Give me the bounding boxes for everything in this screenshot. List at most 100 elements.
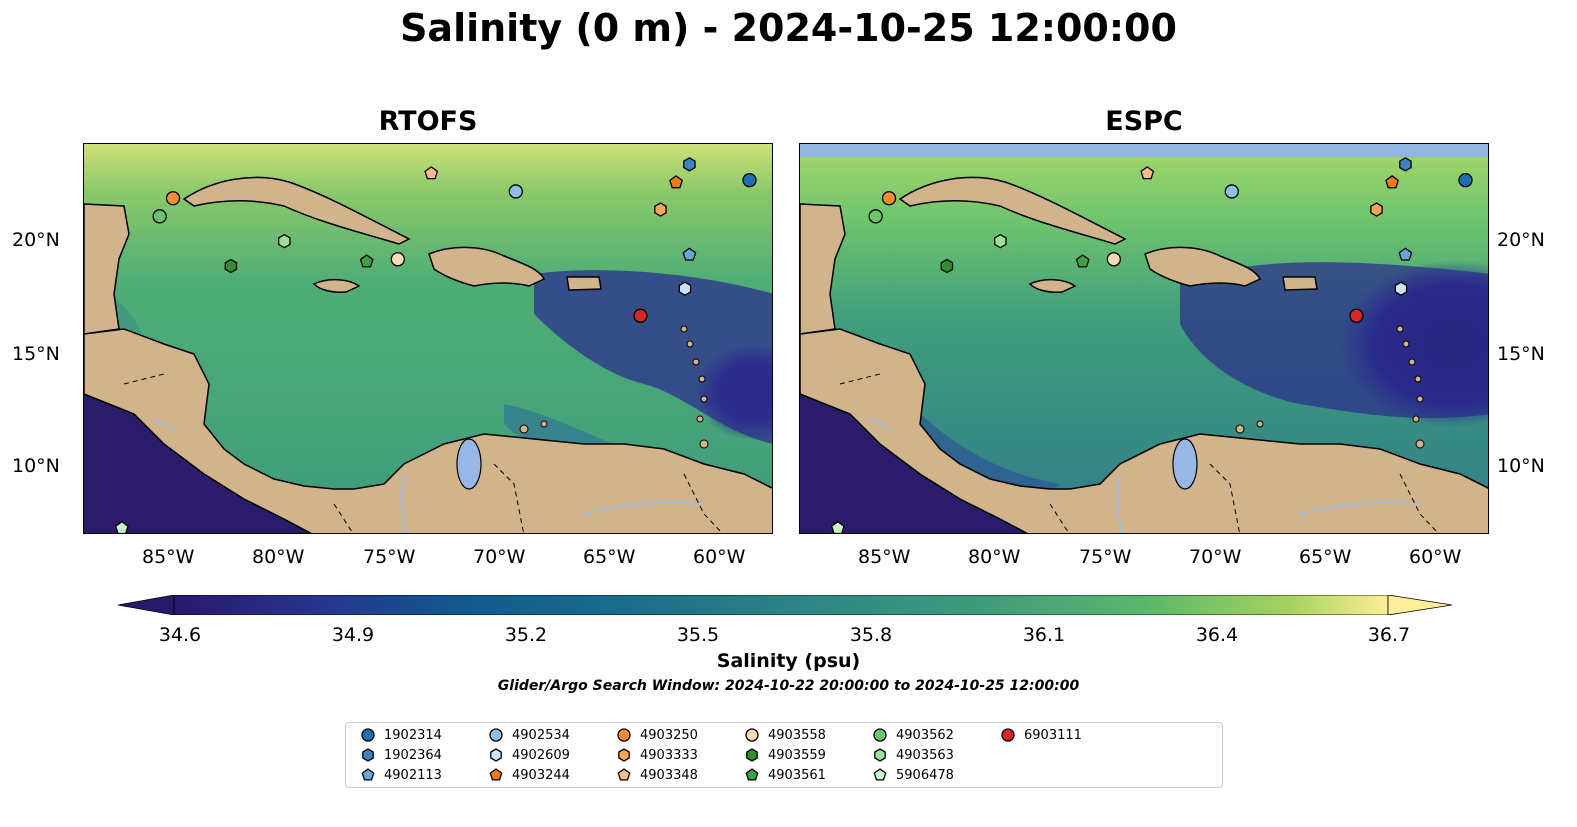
observation-marker-4903558-rtofs[interactable] [390, 252, 405, 267]
pentagon-marker-icon [617, 768, 631, 781]
observation-marker-1902364-espc[interactable] [1399, 157, 1412, 172]
legend-label: 4903558 [768, 727, 826, 743]
observation-marker-4903348-espc[interactable] [1140, 166, 1155, 180]
observation-marker-1902364-rtofs[interactable] [683, 157, 696, 172]
lat-label-left-15n: 15°N [12, 343, 60, 365]
observation-marker-4902534-espc[interactable] [1224, 184, 1239, 199]
map-espc[interactable] [799, 143, 1489, 534]
hexagon-marker-icon [618, 748, 630, 762]
circle-marker-icon [1001, 728, 1015, 742]
observation-marker-4903563-rtofs[interactable] [278, 233, 291, 249]
legend-item-4903558: 4903558 [744, 727, 826, 743]
pentagon-marker-icon [489, 768, 503, 781]
pentagon-marker-icon [873, 768, 887, 781]
legend: 1902314 1902364 4902113 4902534 4902609 49032… [345, 722, 1223, 788]
legend-item-4903559: 4903559 [744, 747, 826, 763]
lat-label-right-15n: 15°N [1497, 343, 1545, 365]
circle-marker-icon [489, 728, 503, 742]
observation-marker-4903561-rtofs[interactable] [359, 254, 374, 268]
colorbar [117, 594, 1453, 619]
lon-label-left-65w: 65°W [583, 546, 636, 568]
colorbar-tick-34-6: 34.6 [158, 624, 202, 646]
colorbar-title: Salinity (psu) [716, 650, 861, 672]
hexagon-marker-icon [362, 748, 374, 762]
observation-marker-4903250-espc[interactable] [881, 191, 897, 206]
lon-label-left-80w: 80°W [252, 546, 305, 568]
observation-marker-1902314-rtofs[interactable] [742, 173, 757, 188]
observation-marker-4903244-rtofs[interactable] [669, 175, 684, 189]
legend-label: 4902113 [384, 767, 442, 783]
circle-marker-icon [617, 728, 631, 742]
map-espc-canvas [800, 144, 1488, 534]
observation-marker-1902314-espc[interactable] [1458, 173, 1473, 188]
observation-marker-4902113-rtofs[interactable] [682, 247, 697, 261]
lon-label-right-65w: 65°W [1299, 546, 1352, 568]
observation-marker-4903250-rtofs[interactable] [165, 191, 181, 206]
observation-marker-4902113-espc[interactable] [1398, 247, 1413, 261]
legend-item-4903250: 4903250 [616, 727, 698, 743]
legend-label: 5906478 [896, 767, 954, 783]
legend-label: 1902364 [384, 747, 442, 763]
lon-label-left-70w: 70°W [473, 546, 526, 568]
hexagon-marker-icon [874, 748, 886, 762]
legend-item-4902609: 4902609 [488, 747, 570, 763]
legend-label: 4902609 [512, 747, 570, 763]
legend-item-4903348: 4903348 [616, 767, 698, 783]
panel-title-espc: ESPC [1105, 106, 1183, 137]
observation-marker-4902609-espc[interactable] [1394, 281, 1408, 296]
hexagon-marker-icon [746, 748, 758, 762]
colorbar-tick-36-4: 36.4 [1195, 624, 1239, 646]
lat-label-left-20n: 20°N [12, 229, 60, 251]
circle-marker-icon [361, 728, 375, 742]
observation-marker-4903348-rtofs[interactable] [424, 166, 439, 180]
pentagon-marker-icon [361, 768, 375, 781]
circle-marker-icon [745, 728, 759, 742]
observation-marker-4903559-rtofs[interactable] [224, 258, 238, 274]
observation-marker-4903333-rtofs[interactable] [654, 202, 667, 217]
colorbar-tick-34-9: 34.9 [331, 624, 375, 646]
legend-label: 4903250 [640, 727, 698, 743]
colorbar-tick-36-1: 36.1 [1022, 624, 1066, 646]
observation-marker-6903111-rtofs[interactable] [633, 308, 648, 323]
observation-marker-4902609-rtofs[interactable] [678, 281, 692, 296]
legend-label: 4903559 [768, 747, 826, 763]
colorbar-tick-36-7: 36.7 [1367, 624, 1411, 646]
lon-label-left-60w: 60°W [693, 546, 746, 568]
lon-label-left-85w: 85°W [142, 546, 195, 568]
colorbar-tick-35-5: 35.5 [676, 624, 720, 646]
legend-label: 4903563 [896, 747, 954, 763]
legend-label: 4903244 [512, 767, 570, 783]
lon-label-right-80w: 80°W [968, 546, 1021, 568]
observation-marker-5906478-espc[interactable] [830, 520, 845, 534]
legend-item-4902534: 4902534 [488, 727, 570, 743]
colorbar-tick-35-2: 35.2 [504, 624, 548, 646]
colorbar-tick-35-8: 35.8 [849, 624, 893, 646]
legend-label: 4902534 [512, 727, 570, 743]
legend-item-1902364: 1902364 [360, 747, 442, 763]
observation-marker-6903111-espc[interactable] [1349, 308, 1364, 323]
observation-marker-4903562-rtofs[interactable] [152, 209, 167, 224]
lon-label-left-75w: 75°W [363, 546, 416, 568]
observation-marker-4903563-espc[interactable] [994, 233, 1007, 249]
legend-label: 4903333 [640, 747, 698, 763]
legend-item-6903111: 6903111 [1000, 727, 1082, 743]
observation-marker-4903559-espc[interactable] [940, 258, 954, 274]
observation-marker-4903333-espc[interactable] [1370, 202, 1383, 217]
colorbar-scale [117, 594, 1453, 616]
lon-label-right-70w: 70°W [1189, 546, 1242, 568]
observation-marker-4903558-espc[interactable] [1106, 252, 1121, 267]
lat-label-right-20n: 20°N [1497, 229, 1545, 251]
observation-marker-4903561-espc[interactable] [1075, 254, 1090, 268]
map-rtofs[interactable] [83, 143, 773, 534]
observation-marker-4903562-espc[interactable] [868, 209, 883, 224]
panel-title-rtofs: RTOFS [378, 106, 478, 137]
circle-marker-icon [873, 728, 887, 742]
figure-title: Salinity (0 m) - 2024-10-25 12:00:00 [400, 6, 1177, 50]
legend-label: 6903111 [1024, 727, 1082, 743]
pentagon-marker-icon [745, 768, 759, 781]
observation-marker-5906478-rtofs[interactable] [114, 520, 129, 534]
legend-item-1902314: 1902314 [360, 727, 442, 743]
lon-label-right-75w: 75°W [1079, 546, 1132, 568]
observation-marker-4902534-rtofs[interactable] [508, 184, 523, 199]
observation-marker-4903244-espc[interactable] [1385, 175, 1400, 189]
